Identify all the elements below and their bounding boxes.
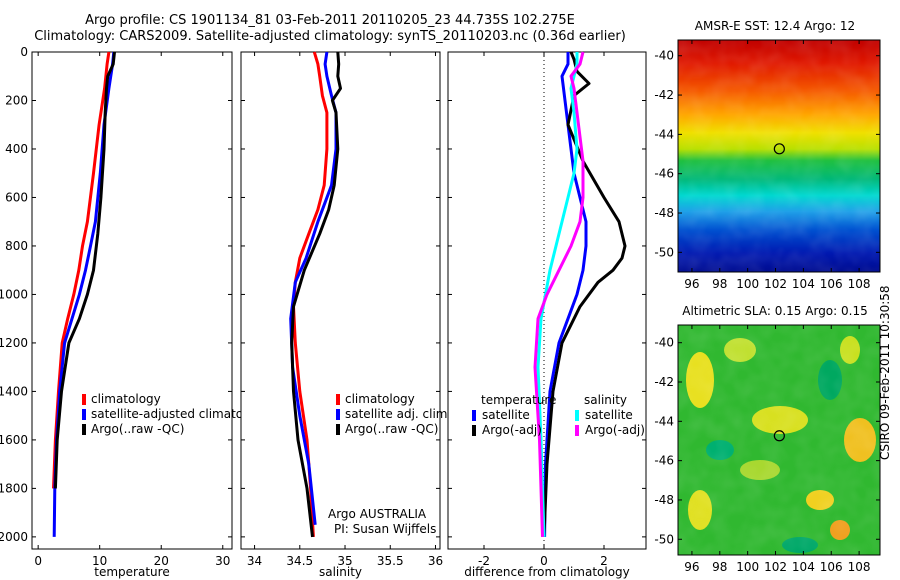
legend-label: satellite adj. clim. <box>345 407 451 421</box>
y-tick-label: 1800 <box>0 481 28 495</box>
x-tick-label: 35 <box>337 554 352 568</box>
legend-label: satellite-adjusted climatology <box>91 407 269 421</box>
sla-map <box>677 324 881 556</box>
x-tick-label: 10 <box>92 554 107 568</box>
series-line-2 <box>289 51 338 525</box>
map-x-tick-label: 102 <box>764 277 787 291</box>
x-tick-label: 36 <box>428 554 443 568</box>
figure-subtitle: Climatology: CARS2009. Satellite-adjuste… <box>34 29 626 44</box>
map-x-tick-label: 100 <box>736 560 759 574</box>
x-axis-label: temperature <box>94 565 169 579</box>
argo-country-label: Argo AUSTRALIA <box>328 507 427 521</box>
series-line-2 <box>542 51 627 537</box>
map-y-tick-label: -42 <box>654 88 674 102</box>
map-x-tick-label: 106 <box>820 560 843 574</box>
map-x-tick-label: 106 <box>820 277 843 291</box>
x-tick-label: 30 <box>215 554 230 568</box>
y-tick-label: 600 <box>5 190 28 204</box>
series-line-1 <box>292 51 329 537</box>
y-tick-label: 200 <box>5 93 28 107</box>
map-x-tick-label: 104 <box>792 560 815 574</box>
y-tick-label: 2000 <box>0 530 28 544</box>
legend-label: climatology <box>345 392 415 406</box>
sla-map-axes: 96 98 100 102 104 106 108 -40 -42 -44 -46 -48 -50 <box>654 325 880 574</box>
map-y-tick-label: -44 <box>654 414 674 428</box>
plot-frame <box>240 51 441 550</box>
series-line-4 <box>533 51 585 537</box>
legend-title: salinity <box>584 393 627 407</box>
map-y-tick-label: -40 <box>654 49 674 63</box>
map-y-tick-label: -48 <box>654 206 674 220</box>
map-y-tick-label: -44 <box>654 127 674 141</box>
y-tick-label: 800 <box>5 239 28 253</box>
sla-map-title: Altimetric SLA: 0.15 Argo: 0.15 <box>682 304 868 318</box>
x-tick-label: 34 <box>247 554 262 568</box>
map-x-tick-label: 102 <box>764 560 787 574</box>
series-line-1 <box>543 52 588 537</box>
map-y-tick-label: -50 <box>654 245 674 259</box>
plot-frame <box>31 51 233 550</box>
legend-label: Argo(-adj) <box>585 423 645 437</box>
profile-panel-1: 0 200 400 600 800 1000 1200 1400 1600 1800 2000 0 10… <box>0 45 269 579</box>
figure-title: Argo profile: CS 1901134_81 03-Feb-2011 … <box>85 13 575 28</box>
argo-float-marker <box>773 143 785 155</box>
sst-map <box>677 39 881 273</box>
x-tick-label: 35.5 <box>377 554 404 568</box>
x-tick-label: 0 <box>34 554 42 568</box>
sla-texture <box>678 325 880 555</box>
profile-panel-2: 34 34.5 35 35.5 36 salinity climatologysatelli… <box>240 51 451 579</box>
x-axis-label: difference from climatology <box>464 565 630 579</box>
map-x-tick-label: 100 <box>736 277 759 291</box>
map-x-tick-label: 108 <box>848 277 871 291</box>
x-tick-label: 0 <box>540 554 548 568</box>
legend-label: Argo(..raw -QC) <box>91 422 184 436</box>
series-line-3 <box>290 51 342 538</box>
x-tick-label: 2 <box>600 554 608 568</box>
x-tick-label: 20 <box>154 554 169 568</box>
map-x-tick-label: 96 <box>684 560 699 574</box>
y-tick-label: 400 <box>5 142 28 156</box>
x-tick-label: 34.5 <box>286 554 313 568</box>
y-tick-label: 1400 <box>0 384 28 398</box>
map-y-tick-label: -48 <box>654 493 674 507</box>
map-y-tick-label: -50 <box>654 532 674 546</box>
series-line-3 <box>53 51 116 489</box>
y-tick-label: 1000 <box>0 287 28 301</box>
map-y-tick-label: -46 <box>654 454 674 468</box>
map-y-tick-label: -42 <box>654 375 674 389</box>
plot-frame <box>447 51 647 550</box>
legend-label: climatology <box>91 392 161 406</box>
map-y-tick-label: -46 <box>654 167 674 181</box>
pi-label: PI: Susan Wijffels <box>334 522 436 536</box>
sst-map-title: AMSR-E SST: 12.4 Argo: 12 <box>694 19 856 33</box>
argo-float-marker <box>773 430 785 442</box>
legend-label: Argo(-adj) <box>482 423 542 437</box>
legend-title: temperature <box>481 393 556 407</box>
x-tick-label: -2 <box>478 554 490 568</box>
map-x-tick-label: 108 <box>848 560 871 574</box>
legend-label: satellite <box>585 408 633 422</box>
legend-label: satellite <box>482 408 530 422</box>
series-line-3 <box>536 52 579 537</box>
map-x-tick-label: 98 <box>712 560 727 574</box>
x-axis-label: salinity <box>319 565 362 579</box>
map-x-tick-label: 104 <box>792 277 815 291</box>
sst-texture <box>678 40 880 272</box>
map-y-tick-label: -40 <box>654 336 674 350</box>
y-tick-label: 1600 <box>0 433 28 447</box>
y-tick-label: 1200 <box>0 336 28 350</box>
map-x-tick-label: 96 <box>684 277 699 291</box>
legend-label: Argo(..raw -QC) <box>345 422 438 436</box>
sst-map-axes: 96 98 100 102 104 106 108 -40 -42 -44 -46 -48 -50 <box>654 40 880 291</box>
map-x-tick-label: 98 <box>712 277 727 291</box>
y-tick-label: 0 <box>20 45 28 59</box>
